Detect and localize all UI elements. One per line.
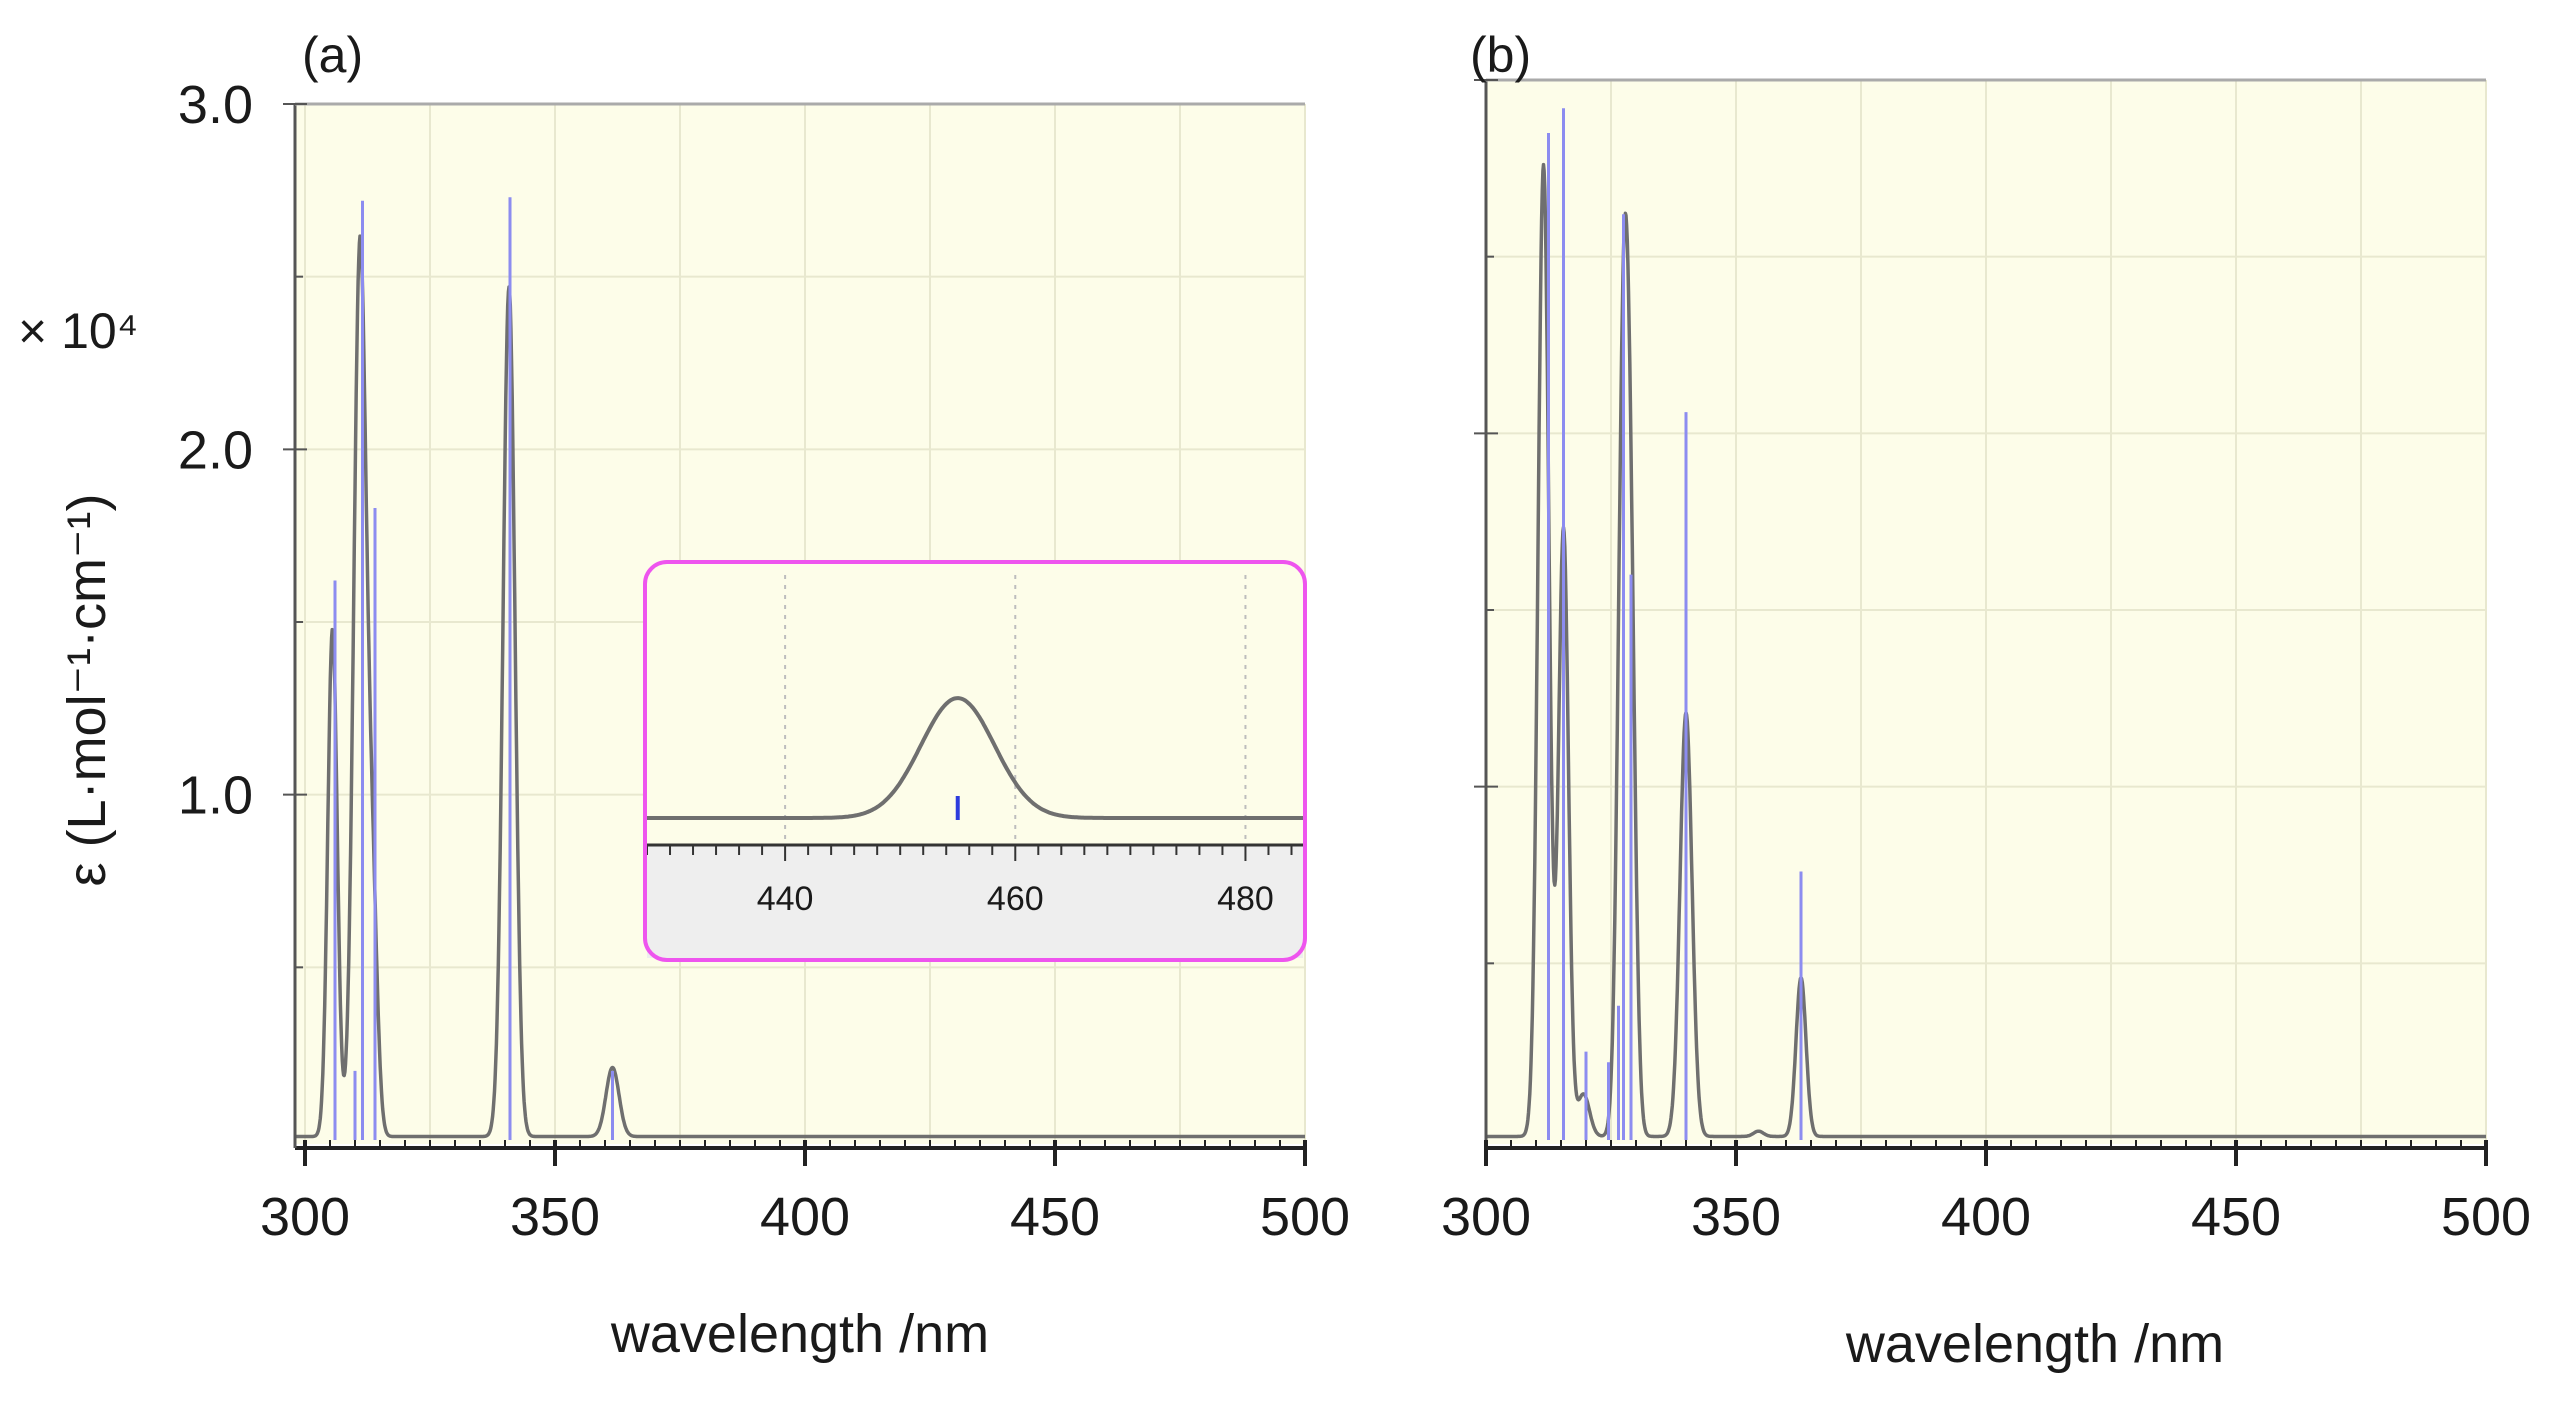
b-x-tick-label: 400 [1941,1187,2031,1247]
b-x-tick-label: 500 [2441,1187,2531,1247]
inset-curve-group [647,696,1303,820]
panel-a: 300 350 400 450 500 1.0 2.0 3.0 wavelength /nm… [18,27,1350,1364]
panel-b-y-ticks [1474,79,1498,965]
a-y-tick-label: 2.0 [178,420,253,480]
inset-x-tick-label: 440 [757,880,814,918]
a-x-tick-label: 450 [1010,1187,1100,1247]
a-x-tick-label: 500 [1260,1187,1350,1247]
inset-x-ticks: 440 460 480 [646,845,1293,918]
a-spectrum-curve [293,234,1307,1139]
panel-a-y-axis-label: ε (L·mol⁻¹·cm⁻¹) [57,493,117,886]
b-x-tick-label: 450 [2191,1187,2281,1247]
panel-b-grid [1486,80,2487,1140]
panel-a-inset: 440 460 480 [643,560,1307,962]
a-x-tick-label: 400 [760,1187,850,1247]
panel-b-sticks [1547,108,1803,1140]
a-x-tick-label: 350 [510,1187,600,1247]
inset-axis-band [647,845,1303,958]
b-spectrum-curve [1484,162,2488,1139]
inset-x-tick-label: 460 [987,880,1044,918]
a-x-tick-label: 300 [260,1187,350,1247]
panel-b-label: (b) [1470,27,1531,83]
panel-a-y-multiplier: × 10⁴ [18,303,138,359]
panel-a-label: (a) [302,27,363,83]
inset-x-tick-label: 480 [1217,880,1274,918]
panel-a-x-ticks: 300 350 400 450 500 [260,1140,1350,1247]
inset-border [643,560,1307,962]
inset-spectrum-curve [647,696,1303,820]
panel-a-x-axis-label: wavelength /nm [610,1304,989,1364]
a-y-tick-label: 3.0 [178,75,253,135]
panel-b: 300 350 400 450 500 wavelength /nm (b) [1441,27,2531,1374]
panel-b-curve-group [1484,162,2488,1139]
panel-a-y-ticks: 1.0 2.0 3.0 [178,75,307,969]
panel-a-sticks [333,197,614,1140]
b-x-tick-label: 300 [1441,1187,1531,1247]
panel-b-x-axis-label: wavelength /nm [1845,1314,2224,1374]
panel-b-x-ticks: 300 350 400 450 500 [1441,1140,2531,1247]
panel-a-curve-group [293,234,1307,1139]
b-x-tick-label: 350 [1691,1187,1781,1247]
a-y-tick-label: 1.0 [178,766,253,826]
